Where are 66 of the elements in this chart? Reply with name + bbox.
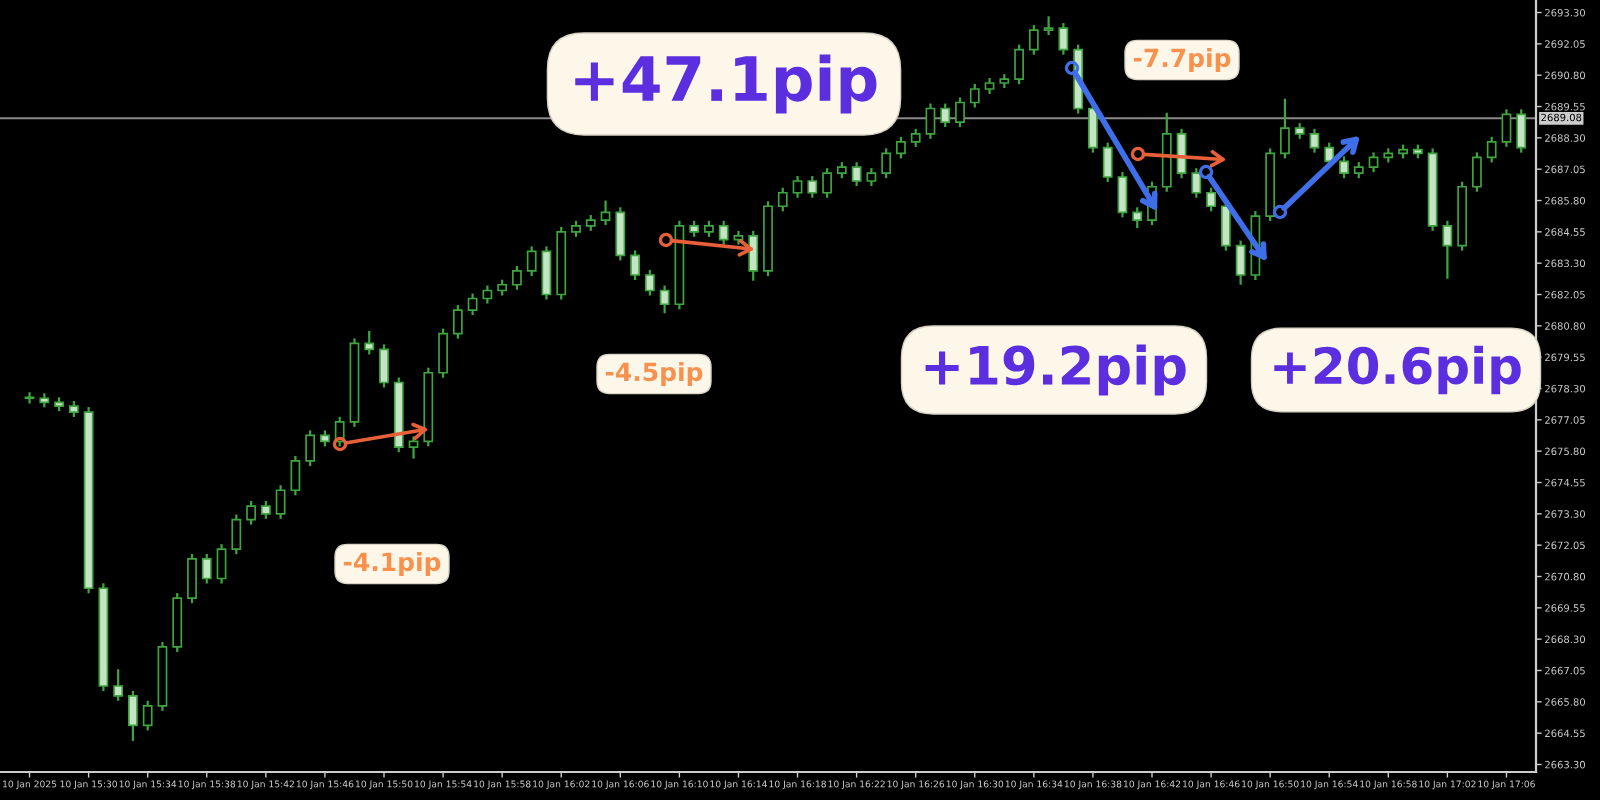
candlestick: [1339, 155, 1349, 180]
candlestick: [1206, 186, 1216, 213]
candlestick: [1235, 239, 1246, 286]
candlestick: [1486, 135, 1497, 164]
candlestick: [231, 513, 242, 556]
annotation: +19.2pip: [925, 344, 1186, 396]
candlestick: [1501, 108, 1512, 148]
candlestick: [600, 199, 611, 227]
candlestick: [969, 82, 980, 109]
candlestick: [142, 699, 153, 732]
candlestick: [1309, 127, 1320, 154]
candlestick: [512, 264, 522, 291]
candlestick: [1132, 206, 1143, 230]
annotation: +47.1pip: [575, 54, 877, 114]
candlestick: [1368, 151, 1379, 174]
candlestick: [113, 668, 124, 702]
candlestick: [467, 292, 478, 317]
annotation: -7.7pip: [1133, 47, 1231, 73]
candlestick: [1442, 219, 1453, 280]
candlestick: [305, 429, 316, 468]
candlestick: [526, 245, 537, 278]
candlestick: [128, 689, 138, 743]
candlestick: [482, 284, 493, 305]
candlestick: [896, 135, 906, 160]
candlestick: [216, 543, 227, 585]
candlestick: [1191, 167, 1202, 199]
candlestick: [1516, 108, 1527, 154]
candlestick: [1028, 23, 1039, 56]
candlestick: [24, 391, 35, 405]
candlestick: [925, 102, 936, 140]
candlestick: [777, 186, 788, 213]
candlestick: [748, 229, 759, 282]
candlestick: [364, 329, 375, 356]
candlestick: [408, 435, 419, 460]
candlestick: [201, 552, 212, 585]
candlestick: [438, 327, 448, 379]
candlestick: [630, 249, 640, 282]
candlestick: [290, 454, 301, 497]
candlestick: [940, 102, 951, 129]
candlestick: [644, 268, 655, 297]
candlestick: [659, 284, 670, 315]
candlestick: [246, 499, 256, 526]
candlestick: [379, 343, 389, 389]
candlestick: [807, 174, 818, 199]
candlestick: [1058, 21, 1069, 56]
candlestick: [1014, 43, 1024, 86]
candlestick: [1117, 170, 1128, 219]
candlestick: [452, 303, 463, 340]
candlestick: [910, 127, 921, 148]
candlestick: [1043, 15, 1054, 37]
candlestick: [187, 552, 197, 605]
candlestick: [792, 174, 803, 199]
candlestick: [541, 245, 552, 301]
annotation: -4.1pip: [343, 551, 441, 577]
annotation: -4.5pip: [605, 361, 703, 387]
candlestick: [718, 219, 729, 246]
annotation: +20.6pip: [1274, 345, 1521, 395]
candlestick: [881, 147, 892, 180]
candlestick: [955, 96, 965, 129]
candlestick: [1472, 151, 1482, 193]
candlestick: [851, 161, 862, 188]
candlestick: [1102, 141, 1113, 184]
candlestick: [275, 484, 286, 520]
candlestick: [615, 206, 626, 262]
candlestick: [822, 167, 832, 199]
candlestick: [1280, 97, 1290, 160]
